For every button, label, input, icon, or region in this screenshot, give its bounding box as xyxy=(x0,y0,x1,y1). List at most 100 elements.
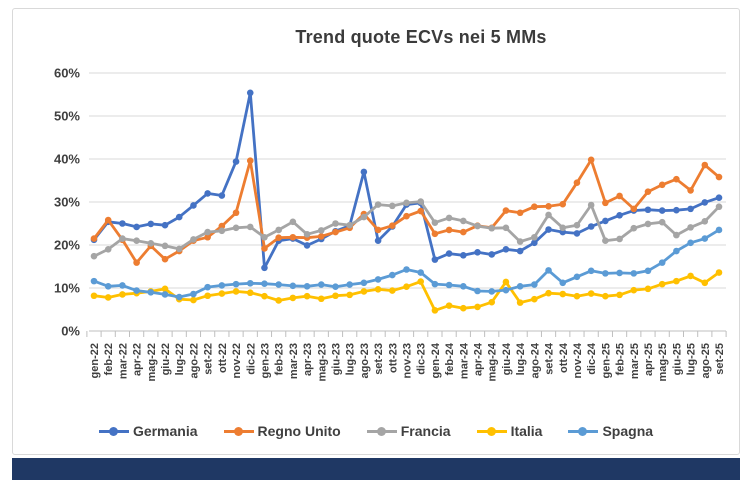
francia-line-marker-icon xyxy=(366,426,397,436)
data-point-germania xyxy=(119,220,126,227)
x-axis-category-label: lug-23 xyxy=(345,343,357,375)
x-axis-category-label: lug-22 xyxy=(174,343,186,375)
data-point-regno-unito xyxy=(133,259,140,266)
data-point-regno-unito xyxy=(616,192,623,200)
data-point-germania xyxy=(303,242,311,249)
y-axis-tick-label: 0% xyxy=(61,324,80,339)
data-point-italia xyxy=(545,289,552,297)
data-point-francia xyxy=(602,237,609,244)
x-axis-category-label: apr-24 xyxy=(473,342,485,376)
data-point-germania xyxy=(673,206,680,214)
data-point-spagna xyxy=(204,283,211,291)
data-point-germania xyxy=(573,230,581,237)
data-point-italia xyxy=(317,295,325,303)
data-point-francia xyxy=(90,252,98,260)
data-point-germania xyxy=(516,247,524,255)
x-axis-category-label: mag-22 xyxy=(146,343,158,382)
bottom-accent-bar xyxy=(12,458,740,480)
x-axis-category-label: mar-25 xyxy=(629,343,641,379)
x-axis-category-label: dic-23 xyxy=(416,343,428,375)
x-axis-category-label: lug-24 xyxy=(515,342,527,375)
data-point-germania xyxy=(644,206,652,214)
data-point-italia xyxy=(303,292,311,300)
chart-frame: Trend quote ECVs nei 5 MMs 0% 10% 20% 30% 40… xyxy=(12,8,740,455)
data-point-italia xyxy=(190,296,197,304)
data-point-germania xyxy=(232,158,240,165)
data-point-spagna xyxy=(346,281,353,288)
data-point-spagna xyxy=(374,276,382,283)
data-point-italia xyxy=(431,307,439,314)
data-point-regno-unito xyxy=(587,156,595,164)
data-point-spagna xyxy=(147,289,155,296)
data-point-regno-unito xyxy=(644,188,652,195)
data-point-italia xyxy=(687,272,694,280)
data-point-spagna xyxy=(388,271,396,279)
data-point-italia xyxy=(715,269,723,276)
data-point-spagna xyxy=(303,282,311,290)
data-point-italia xyxy=(658,280,666,288)
data-point-spagna xyxy=(246,279,254,287)
x-axis-category-label: giu-24 xyxy=(501,342,513,375)
x-axis-category-label: mar-23 xyxy=(288,343,300,379)
x-axis-category-label: nov-22 xyxy=(231,343,243,378)
data-point-regno-unito xyxy=(673,175,680,183)
data-point-italia xyxy=(104,294,112,301)
data-point-germania xyxy=(218,192,226,199)
data-point-spagna xyxy=(587,267,595,275)
data-point-italia xyxy=(346,291,353,299)
data-point-regno-unito xyxy=(374,226,382,234)
data-point-germania xyxy=(658,207,666,214)
data-point-spagna xyxy=(644,267,652,275)
legend-item-italia: Italia xyxy=(476,423,543,439)
x-axis-category-label: gen-24 xyxy=(430,342,442,378)
data-point-francia xyxy=(104,246,112,253)
data-point-francia xyxy=(587,201,595,209)
x-axis-category-label: gen-25 xyxy=(600,343,612,378)
data-point-regno-unito xyxy=(261,245,268,252)
x-axis-category-label: feb-23 xyxy=(274,343,286,375)
data-point-germania xyxy=(587,223,595,230)
x-axis-category-label: mag-23 xyxy=(316,343,328,382)
data-point-spagna xyxy=(403,266,410,273)
data-point-regno-unito xyxy=(289,233,297,241)
data-point-regno-unito xyxy=(573,179,581,186)
x-axis-category-label: apr-23 xyxy=(302,343,314,376)
data-point-spagna xyxy=(317,281,325,288)
x-axis-category-label: ago-22 xyxy=(188,343,200,378)
legend-label: Spagna xyxy=(602,423,654,439)
x-axis-category-label: ott-23 xyxy=(387,343,399,373)
data-point-italia xyxy=(232,288,240,295)
data-point-spagna xyxy=(630,270,638,277)
data-point-francia xyxy=(218,227,226,235)
data-point-spagna xyxy=(460,282,467,290)
data-point-francia xyxy=(630,224,638,232)
x-axis-category-label: set-22 xyxy=(203,343,215,375)
data-point-francia xyxy=(332,220,339,227)
y-axis-tick-label: 10% xyxy=(54,281,80,296)
chart-legend: Germania Regno Unito Francia Italia Spag… xyxy=(13,423,739,439)
data-point-spagna xyxy=(175,293,183,301)
data-point-germania xyxy=(431,256,439,263)
data-point-spagna xyxy=(701,235,709,242)
data-point-francia xyxy=(445,214,453,222)
data-point-francia xyxy=(317,227,325,234)
data-point-italia xyxy=(502,278,510,286)
data-point-italia xyxy=(644,285,652,293)
data-point-francia xyxy=(232,224,240,232)
data-point-germania xyxy=(161,221,169,229)
data-point-francia xyxy=(289,218,297,226)
data-point-italia xyxy=(616,291,623,299)
data-point-spagna xyxy=(488,288,496,295)
data-point-francia xyxy=(261,233,268,241)
data-point-italia xyxy=(261,292,268,300)
spagna-line-marker-icon xyxy=(568,426,599,436)
data-point-germania xyxy=(445,250,453,257)
legend-label: Italia xyxy=(510,423,543,439)
data-point-francia xyxy=(715,203,723,211)
legend-item-francia: Francia xyxy=(366,423,451,439)
data-point-spagna xyxy=(332,283,339,291)
x-axis-category-label: ago-25 xyxy=(700,343,712,378)
y-axis-tick-label: 30% xyxy=(54,195,80,210)
data-point-spagna xyxy=(602,270,609,277)
x-axis-category-label: gen-22 xyxy=(89,343,101,378)
